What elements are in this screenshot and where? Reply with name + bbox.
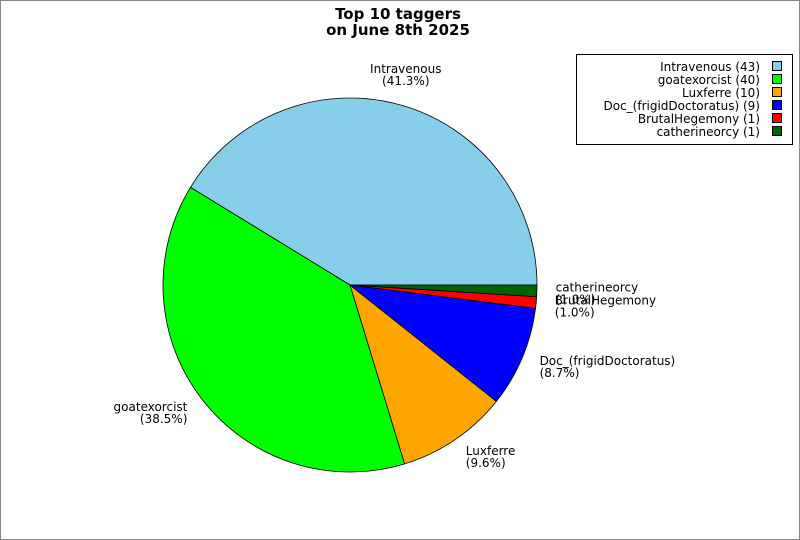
slice-value-label: (1.0%) <box>556 292 596 306</box>
legend-swatch <box>772 113 782 123</box>
legend-swatch <box>772 61 782 71</box>
pie-slice <box>162 186 406 473</box>
legend-label: catherineorcy (1) <box>657 125 760 139</box>
slice-value-label: (1.0%) <box>555 305 595 319</box>
pie-slice <box>349 284 538 298</box>
pie-slice <box>348 284 536 402</box>
legend-swatch <box>772 87 782 97</box>
chart-title: Top 10 taggers <box>335 5 461 23</box>
slice-label: Luxferre <box>466 444 516 458</box>
legend-label: Intravenous (43) <box>660 60 760 74</box>
slice-value-label: (9.6%) <box>466 456 506 470</box>
legend <box>576 54 793 145</box>
slice-value-label: (41.3%) <box>382 74 429 88</box>
legend-swatch <box>772 100 782 110</box>
slice-label: catherineorcy <box>556 280 639 294</box>
legend-swatch <box>772 126 782 136</box>
pie-slice <box>189 97 538 286</box>
chart-title: on June 8th 2025 <box>326 21 470 39</box>
slice-label: Doc_(frigidDoctoratus) <box>540 354 676 368</box>
slice-value-label: (38.5%) <box>140 412 187 426</box>
pie-slice <box>349 283 497 465</box>
slice-value-label: (8.7%) <box>540 366 580 380</box>
legend-swatch <box>772 74 782 84</box>
legend-label: Luxferre (10) <box>682 86 760 100</box>
slice-label: Intravenous <box>370 62 441 76</box>
slice-label: goatexorcist <box>114 400 188 414</box>
legend-label: BrutalHegemony (1) <box>638 112 760 126</box>
legend-label: Doc_(frigidDoctoratus) (9) <box>604 99 761 113</box>
legend-label: goatexorcist (40) <box>658 73 760 87</box>
slice-label: BrutalHegemony <box>555 293 656 307</box>
